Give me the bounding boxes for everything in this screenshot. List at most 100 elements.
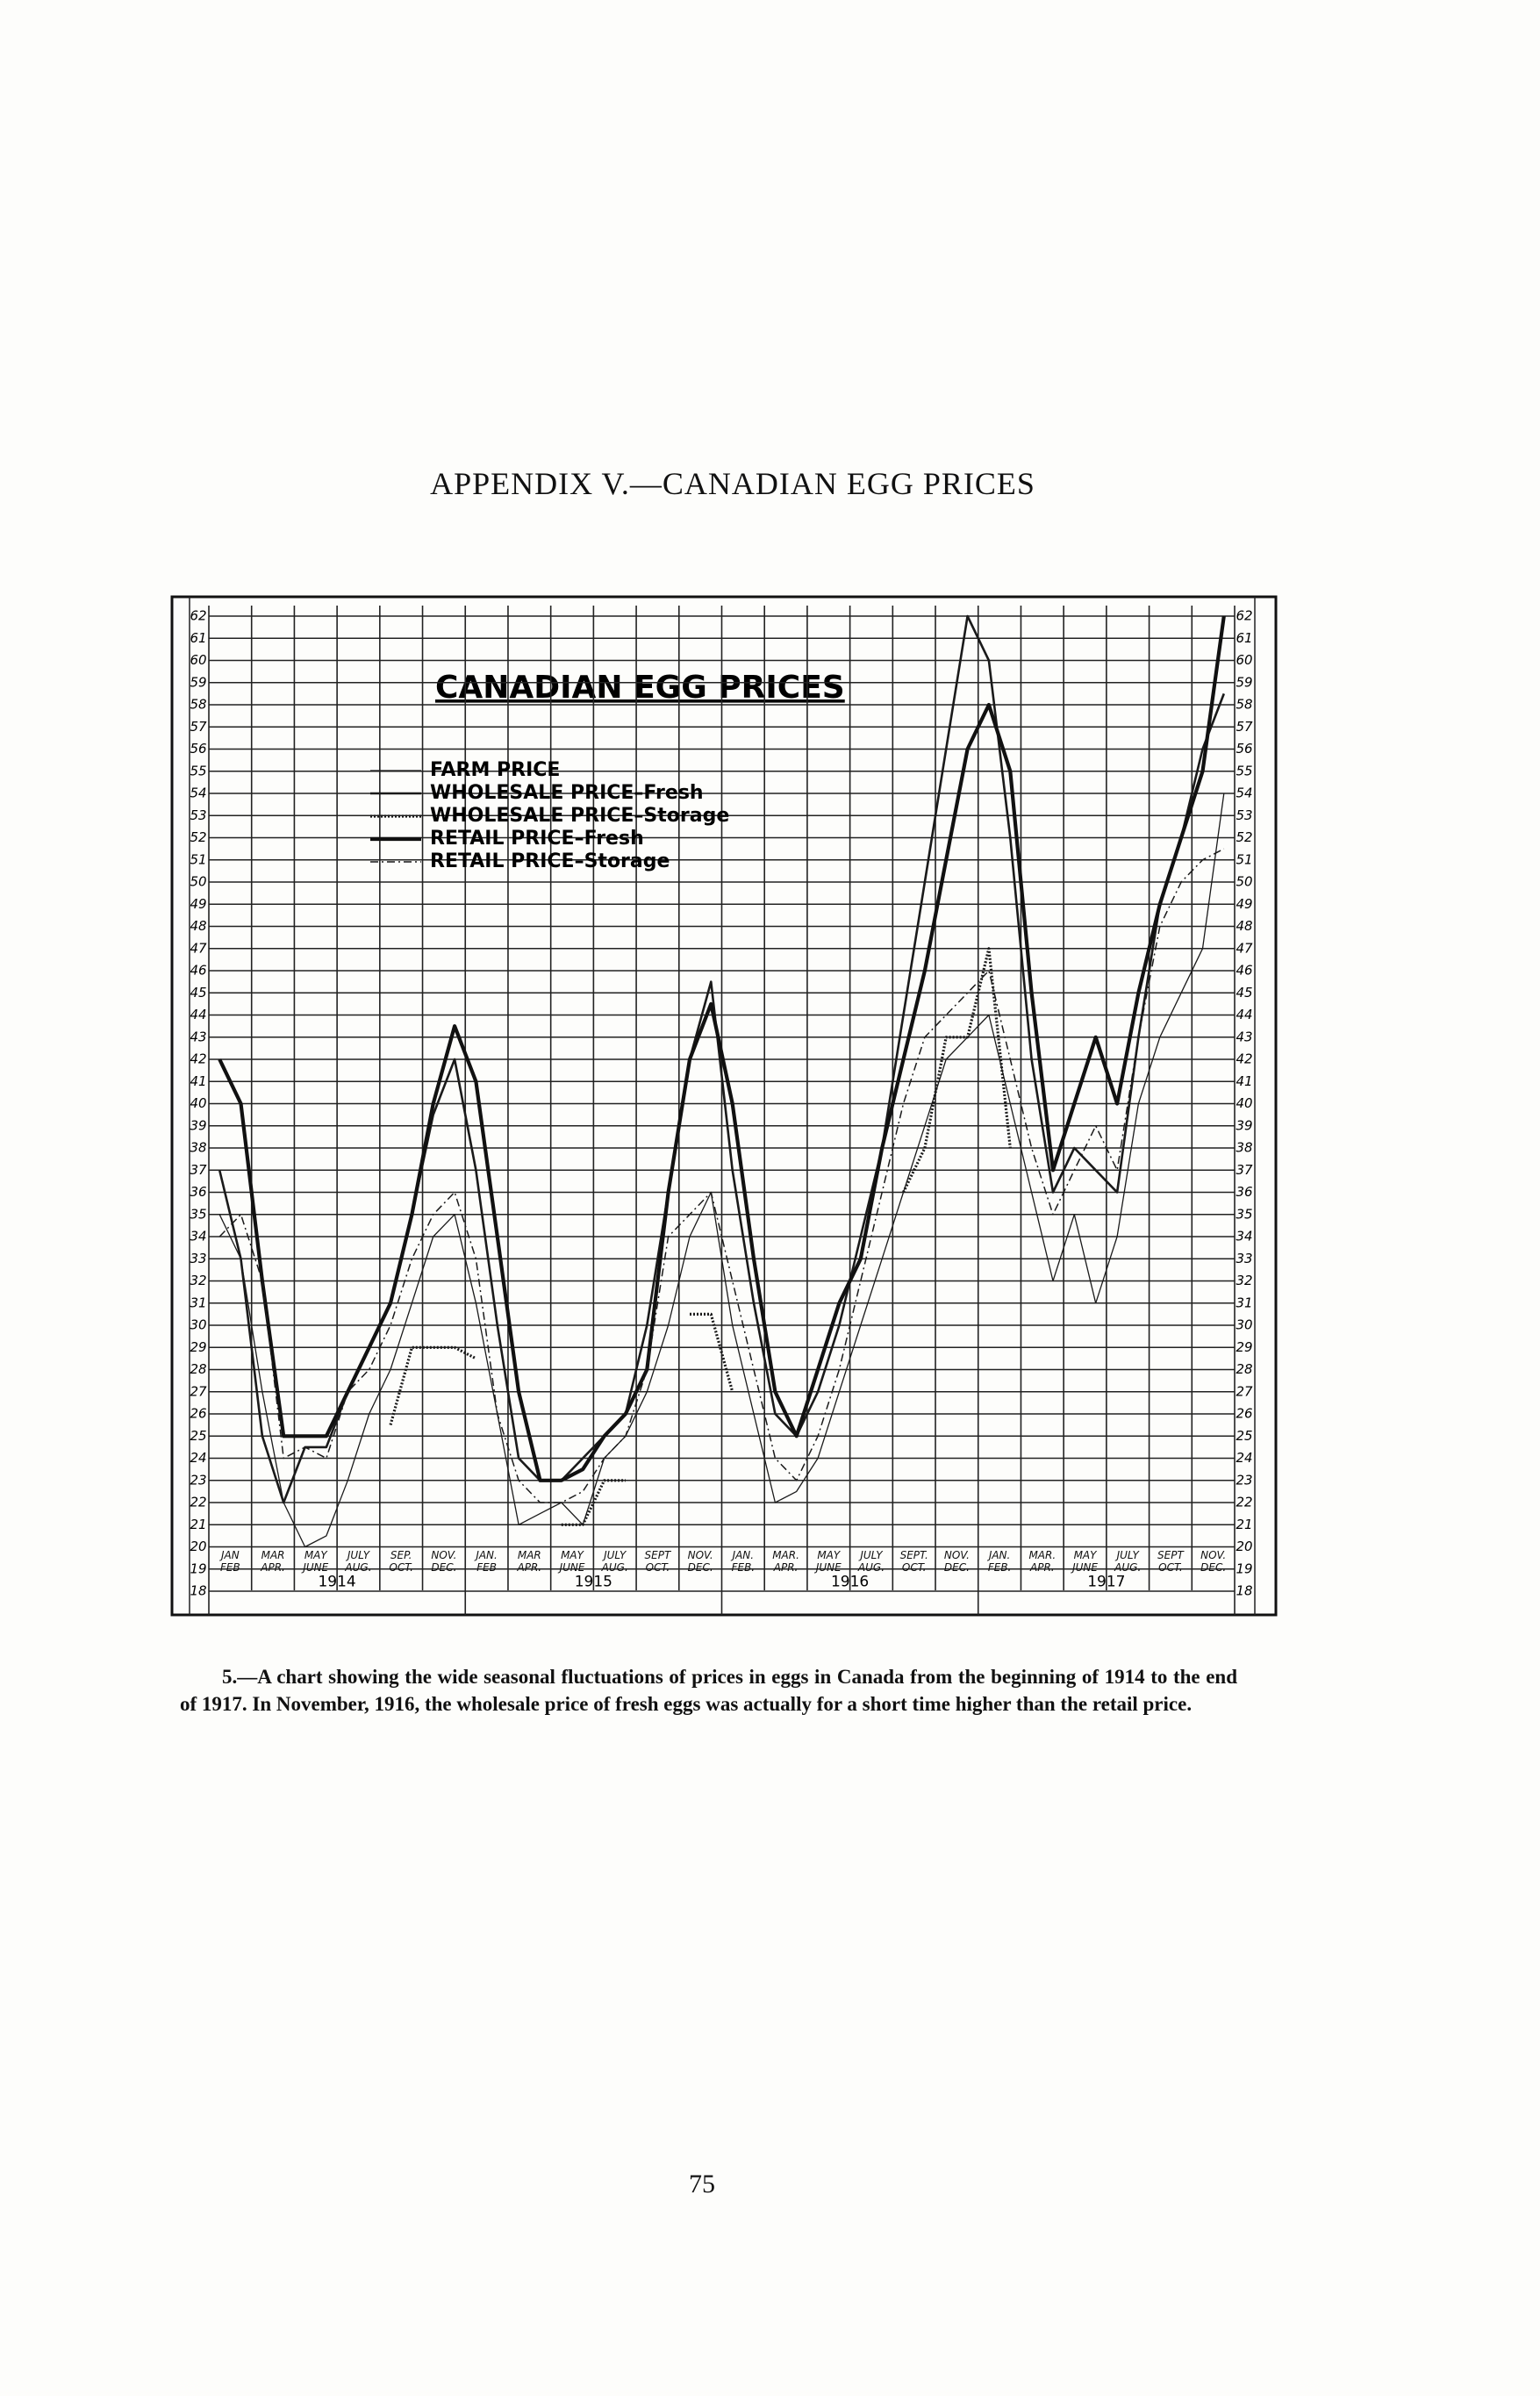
y-tick-label: 40	[190, 1095, 206, 1111]
y-tick-label: 23	[190, 1472, 206, 1488]
y-tick-label: 45	[1236, 985, 1252, 1001]
y-tick-label: 51	[1236, 851, 1252, 867]
year-label: 1916	[831, 1573, 869, 1590]
y-tick-label: 34	[1236, 1229, 1252, 1245]
x-tick-label: JULY AUG.	[857, 1548, 885, 1574]
y-tick-label: 36	[190, 1184, 206, 1200]
y-tick-label: 47	[190, 940, 207, 956]
y-tick-label: 27	[190, 1383, 207, 1399]
y-tick-label: 18	[190, 1583, 206, 1599]
y-tick-label: 27	[1236, 1383, 1253, 1399]
legend-label: FARM PRICE	[430, 759, 560, 781]
y-tick-label: 49	[1236, 896, 1252, 912]
y-tick-label: 25	[1236, 1428, 1252, 1444]
series-line	[218, 793, 1225, 1548]
y-tick-label: 33	[190, 1251, 206, 1266]
x-tick-label: JULY AUG.	[601, 1548, 628, 1574]
y-tick-label: 52	[190, 829, 206, 845]
y-tick-label: 50	[190, 874, 206, 890]
x-tick-label: MAR. APR.	[1028, 1548, 1057, 1574]
page-number: 75	[689, 2170, 715, 2199]
y-tick-label: 58	[190, 697, 206, 713]
y-tick-label: 22	[190, 1495, 206, 1510]
y-tick-label: 28	[190, 1361, 206, 1377]
y-tick-label: 38	[1236, 1140, 1252, 1156]
y-tick-label: 35	[1236, 1206, 1252, 1222]
y-tick-label: 54	[1236, 786, 1252, 801]
y-tick-label: 29	[190, 1339, 206, 1355]
year-label: 1914	[318, 1573, 355, 1590]
chart-title: CANADIAN EGG PRICES	[435, 670, 845, 706]
series-line	[218, 848, 1225, 1503]
year-label: 1915	[575, 1573, 612, 1590]
y-tick-label: 44	[1236, 1007, 1252, 1022]
y-tick-label: 42	[190, 1051, 206, 1067]
y-tick-label: 18	[1236, 1583, 1252, 1599]
y-tick-label: 25	[190, 1428, 206, 1444]
y-tick-label: 30	[1236, 1317, 1252, 1333]
y-tick-label: 24	[190, 1450, 206, 1466]
y-tick-label: 60	[1236, 652, 1252, 668]
x-tick-label: SEPT OCT.	[644, 1548, 671, 1574]
y-tick-label: 19	[1236, 1560, 1252, 1576]
y-tick-label: 20	[1236, 1539, 1252, 1554]
y-tick-label: 38	[190, 1140, 206, 1156]
x-tick-label: SEPT OCT.	[1157, 1548, 1184, 1574]
y-tick-label: 26	[1236, 1406, 1252, 1422]
x-tick-label: JULY AUG.	[1114, 1548, 1142, 1574]
y-tick-label: 41	[1236, 1073, 1252, 1089]
y-tick-label: 21	[190, 1517, 206, 1532]
y-tick-label: 49	[190, 896, 206, 912]
y-tick-label: 23	[1236, 1472, 1252, 1488]
y-tick-label: 29	[1236, 1339, 1252, 1355]
x-tick-label: JAN. FEB.	[987, 1548, 1012, 1574]
page-title: APPENDIX V.—CANADIAN EGG PRICES	[430, 466, 1035, 501]
y-tick-label: 35	[190, 1206, 206, 1222]
x-tick-label: NOV. DEC.	[1200, 1548, 1227, 1574]
x-tick-label: JULY AUG.	[345, 1548, 372, 1574]
legend-label: RETAIL PRICE–Storage	[430, 850, 670, 872]
y-tick-label: 52	[1236, 829, 1252, 845]
y-tick-label: 56	[190, 741, 206, 757]
y-tick-label: 37	[1236, 1162, 1253, 1178]
y-tick-label: 43	[190, 1029, 206, 1044]
y-tick-label: 55	[1236, 763, 1252, 778]
y-tick-label: 32	[190, 1273, 206, 1288]
x-tick-label: MAY JUNE	[1072, 1548, 1098, 1574]
y-tick-label: 39	[1236, 1117, 1252, 1133]
y-tick-label: 62	[190, 608, 206, 624]
y-tick-label: 47	[1236, 940, 1253, 956]
x-tick-label: MAY JUNE	[815, 1548, 842, 1574]
y-tick-label: 60	[190, 652, 206, 668]
x-tick-label: SEPT. OCT.	[899, 1548, 928, 1574]
y-tick-label: 56	[1236, 741, 1252, 757]
x-tick-label: NOV. DEC.	[431, 1548, 457, 1574]
y-tick-label: 45	[190, 985, 206, 1001]
x-tick-label: NOV. DEC.	[687, 1548, 713, 1574]
x-tick-label: JAN FEB	[219, 1548, 240, 1574]
x-tick-label: MAR. APR.	[772, 1548, 799, 1574]
x-tick-label: JAN. FEB	[476, 1548, 498, 1574]
y-tick-label: 21	[1236, 1517, 1252, 1532]
y-tick-label: 61	[1236, 630, 1252, 646]
x-tick-label: MAR APR.	[517, 1548, 542, 1574]
y-tick-label: 50	[1236, 874, 1252, 890]
y-tick-label: 32	[1236, 1273, 1252, 1288]
y-tick-label: 55	[190, 763, 206, 778]
series-line	[389, 947, 1012, 1526]
y-tick-label: 54	[190, 786, 206, 801]
series-line	[218, 615, 1226, 1482]
x-tick-label: MAY JUNE	[559, 1548, 585, 1574]
y-tick-label: 59	[190, 674, 206, 690]
y-tick-label: 24	[1236, 1450, 1252, 1466]
y-tick-label: 31	[1236, 1295, 1252, 1310]
y-tick-label: 58	[1236, 697, 1252, 713]
x-tick-label: JAN. FEB.	[731, 1548, 756, 1574]
x-tick-label: MAR APR.	[261, 1548, 285, 1574]
y-tick-label: 19	[190, 1560, 206, 1576]
y-tick-label: 51	[190, 851, 206, 867]
chart: CANADIAN EGG PRICES 18 18 19 19 20 20 21 21 22 22…	[170, 595, 1278, 1617]
y-tick-label: 37	[190, 1162, 207, 1178]
y-tick-label: 22	[1236, 1495, 1252, 1510]
